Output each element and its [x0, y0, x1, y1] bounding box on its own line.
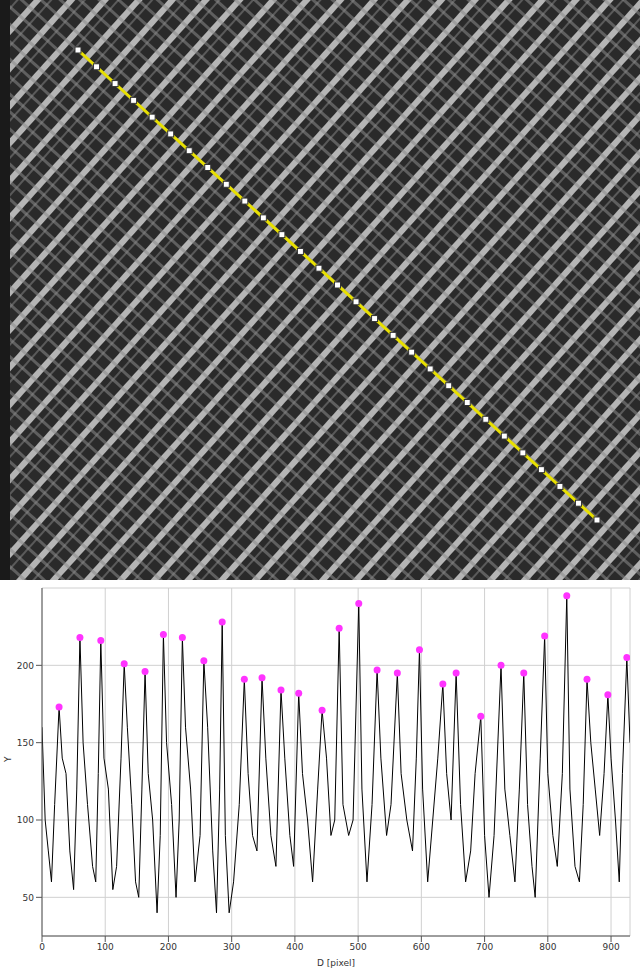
- svg-text:200: 200: [160, 942, 177, 952]
- svg-text:700: 700: [476, 942, 493, 952]
- svg-text:800: 800: [539, 942, 556, 952]
- svg-text:150: 150: [17, 738, 34, 748]
- svg-text:200: 200: [17, 661, 34, 671]
- svg-text:0: 0: [39, 942, 45, 952]
- svg-text:D [pixel]: D [pixel]: [317, 958, 355, 968]
- svg-text:500: 500: [350, 942, 367, 952]
- svg-text:900: 900: [602, 942, 619, 952]
- svg-text:100: 100: [17, 815, 34, 825]
- svg-text:50: 50: [23, 893, 35, 903]
- svg-text:Y: Y: [3, 756, 13, 763]
- svg-text:600: 600: [413, 942, 430, 952]
- svg-text:300: 300: [223, 942, 240, 952]
- svg-text:100: 100: [97, 942, 114, 952]
- svg-text:400: 400: [286, 942, 303, 952]
